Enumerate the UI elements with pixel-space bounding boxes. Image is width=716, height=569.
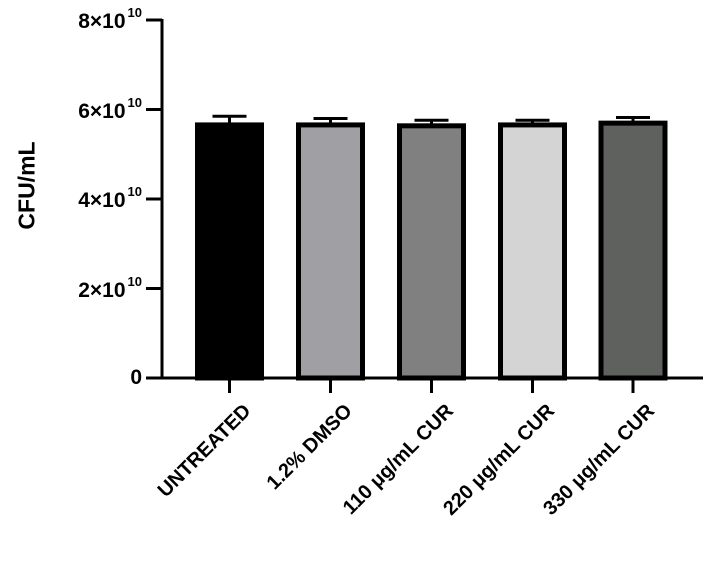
bar <box>195 122 264 381</box>
y-tick-label: 8×10 10 <box>78 5 142 33</box>
bar <box>598 120 668 381</box>
y-tick-label: 4×10 10 <box>78 184 142 212</box>
bar <box>498 122 567 381</box>
bar <box>397 123 466 381</box>
bar <box>296 122 365 381</box>
y-tick-label: 6×10 10 <box>78 94 142 123</box>
y-tick-label: 0 <box>130 366 142 389</box>
y-tick-label: 2×10 10 <box>78 273 142 302</box>
